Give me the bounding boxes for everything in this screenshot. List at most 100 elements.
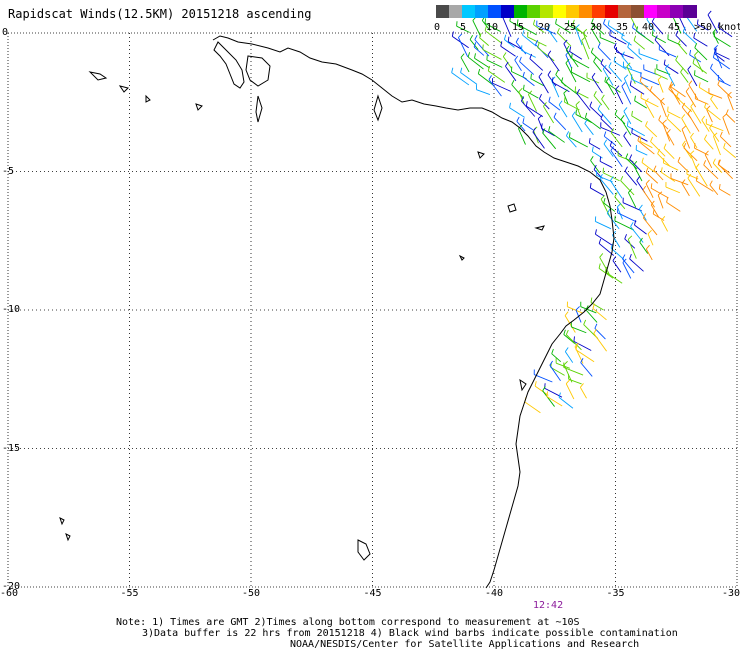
wind-barb-flag [607,20,610,26]
wind-barb-flag [663,59,666,65]
wind-barb-flag [675,92,679,98]
wind-barb [527,94,537,112]
wind-barb-flag [579,383,584,388]
wind-barb [521,49,536,58]
wind-barb [590,187,605,197]
wind-barb-flag [518,87,523,93]
wind-barb-flag [547,70,552,76]
wind-barb [555,23,572,34]
wind-barb-flag [613,56,616,62]
legend-swatch [540,5,554,18]
lon-tick-label: -45 [363,588,382,599]
wind-barb [660,171,676,182]
wind-barb-flag [722,113,727,118]
wind-barb-flag [500,41,503,47]
wind-barb-flag [695,163,700,168]
wind-barb-flag [563,360,568,366]
legend-label: 35 [616,22,629,33]
wind-barb [653,169,664,181]
wind-barb [522,122,534,131]
wind-barb [610,180,623,199]
wind-barb [511,84,525,99]
lon-tick-label: -60 [0,588,19,599]
wind-barb-flag [605,77,610,82]
wind-barb-flag [558,100,563,106]
wind-barb-flag [641,157,644,163]
wind-barb [547,28,558,43]
wind-barb [710,68,725,83]
wind-barb-flag [603,18,606,24]
wind-barb [549,364,561,381]
wind-barb-flag [546,391,549,397]
legend-swatch [631,5,645,18]
wind-barb-flag [719,131,723,137]
wind-barb-flag [535,39,539,45]
lon-tick-label: -30 [722,588,740,599]
wind-barb-flag [631,110,633,116]
wind-barb-flag [693,33,696,39]
wind-barb [473,46,485,56]
wind-barb [645,125,658,138]
wind-barb-flag [637,135,640,141]
wind-barb [488,70,506,83]
wind-barb [509,107,525,118]
legend-swatch [657,5,671,18]
wind-barb [589,105,602,118]
wind-barb [565,62,577,83]
wind-barb [615,89,624,105]
wind-barb [627,46,642,60]
lat-tick-label: -10 [2,304,21,315]
wind-barb-flag [570,67,573,73]
wind-barb [607,24,625,37]
wind-barb-flag [589,182,592,188]
wind-barb [596,175,613,183]
wind-barb [601,98,610,111]
wind-barb [543,106,555,124]
wind-barb [565,383,575,400]
wind-barb [565,54,572,69]
wind-barb-flag [718,184,721,190]
wind-barb [617,212,637,223]
wind-barb-flag [681,125,687,130]
wind-barb [556,362,570,369]
wind-barb-flag [703,160,707,166]
wind-barb-flag [569,46,572,52]
wind-barb [458,37,469,58]
coastline [59,35,615,589]
wind-barb [564,351,574,363]
wind-barb [677,43,688,55]
wind-barb-flag [563,329,566,335]
wind-barb-flag [638,204,643,210]
wind-barb-flag [451,67,454,73]
wind-barb-flag [690,150,695,155]
wind-barb [603,23,615,34]
wind-barbs [451,8,736,414]
wind-barb [717,26,733,38]
wind-barb [638,208,647,221]
wind-barb [701,119,710,132]
wind-barb [530,78,545,87]
wind-barb [642,217,658,236]
wind-barb-flag [713,44,719,50]
wind-barb-flag [624,166,628,172]
wind-barb-flag [663,143,667,149]
wind-barb-flag [522,30,525,36]
wind-barb [623,66,642,74]
wind-barb-flag [575,306,580,311]
wind-barb-flag [597,42,601,48]
wind-barb-flag [598,263,601,269]
wind-barb-flag [514,55,519,61]
legend-label: 25 [564,22,577,33]
wind-barb [666,201,681,212]
wind-barb-flag [712,28,717,33]
wind-barb-flag [636,176,640,181]
wind-barb-flag [484,18,487,24]
wind-barb-flag [669,83,674,88]
wind-barb [600,126,621,136]
wind-barb [718,163,734,180]
wind-barb [634,100,647,109]
wind-barb-flag [601,94,605,100]
wind-barb-flag [564,311,569,316]
wind-barb [551,80,560,98]
wind-barb [604,135,616,146]
